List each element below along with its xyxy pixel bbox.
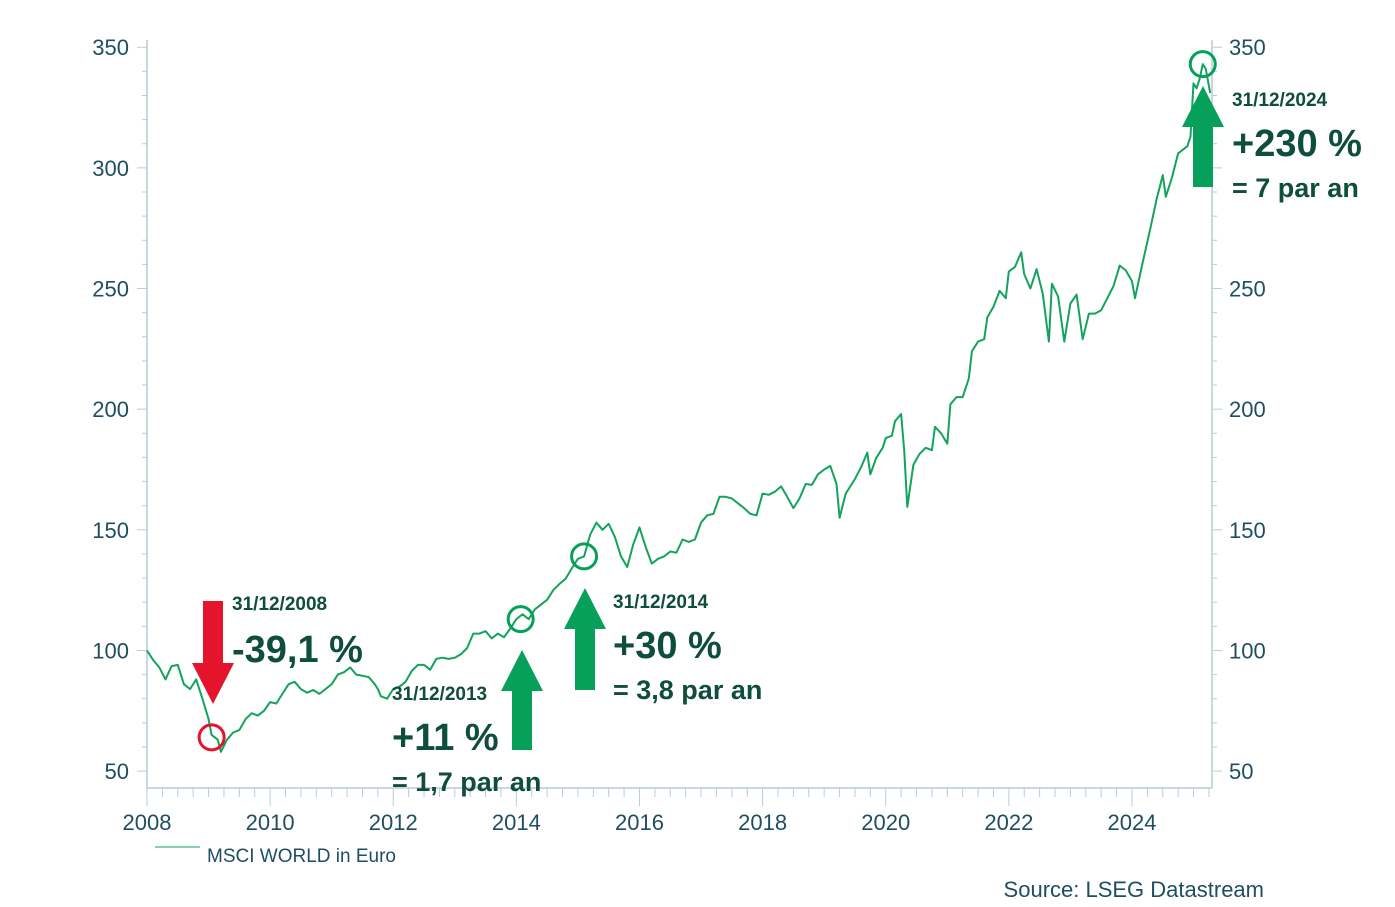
- source-note: Source: LSEG Datastream: [1004, 877, 1264, 902]
- y-tick-label-right: 350: [1229, 35, 1266, 60]
- y-tick-label-left: 300: [92, 156, 129, 181]
- annotation-change: +30 %: [613, 625, 722, 667]
- y-tick-label-left: 150: [92, 518, 129, 543]
- arrows: [192, 86, 1224, 750]
- annotation-change: +11 %: [392, 717, 499, 759]
- y-tick-label-right: 200: [1229, 397, 1266, 422]
- x-tick-label: 2012: [369, 810, 418, 835]
- y-tick-label-right: 50: [1229, 759, 1253, 784]
- y-tick-label-right: 250: [1229, 277, 1266, 302]
- x-tick-label: 2022: [984, 810, 1033, 835]
- annotation-date: 31/12/2013: [392, 684, 487, 705]
- legend-label: MSCI WORLD in Euro: [207, 846, 396, 867]
- annotation-date: 31/12/2008: [232, 594, 327, 615]
- series-line: [146, 63, 1212, 753]
- annotation-2008: 31/12/2008 -39,1 %: [232, 594, 363, 671]
- annotation-rate: = 1,7 par an: [392, 767, 541, 797]
- annotation-marker-circle: [570, 542, 599, 571]
- annotation-marker-circle: [1188, 50, 1217, 79]
- annotation-date: 31/12/2024: [1232, 90, 1328, 111]
- annotation-date: 31/12/2014: [613, 592, 709, 613]
- annotation-2024: 31/12/2024 +230 % = 7 par an: [1232, 90, 1362, 203]
- x-tick-label: 2018: [738, 810, 787, 835]
- x-tick-label: 2010: [246, 810, 295, 835]
- x-tick-label: 2024: [1107, 810, 1156, 835]
- y-tick-label-left: 100: [92, 638, 129, 663]
- y-tick-label-left: 50: [105, 759, 129, 784]
- arrow-up-icon: [1182, 86, 1224, 187]
- markers: [197, 50, 1217, 752]
- x-tick-label: 2016: [615, 810, 664, 835]
- y-tick-label-left: 200: [92, 397, 129, 422]
- y-tick-label-right: 100: [1229, 638, 1266, 663]
- annotation-change: -39,1 %: [232, 629, 363, 671]
- annotation-rate: = 7 par an: [1232, 173, 1359, 203]
- legend: MSCI WORLD in Euro: [155, 846, 396, 867]
- y-tick-label-left: 250: [92, 277, 129, 302]
- x-tick-label: 2020: [861, 810, 910, 835]
- annotation-2013: 31/12/2013 +11 % = 1,7 par an: [392, 684, 541, 797]
- arrow-up-icon: [564, 588, 606, 690]
- y-tick-label-left: 350: [92, 35, 129, 60]
- annotation-change: +230 %: [1232, 123, 1362, 165]
- annotation-marker-circle: [197, 723, 226, 752]
- series: [146, 63, 1212, 753]
- tick-labels: 50 50 100 100 150 150 200 200 250 250 300 350 350 200…: [92, 35, 1265, 835]
- arrow-down-icon: [192, 601, 234, 704]
- y-tick-label-right: 150: [1229, 518, 1266, 543]
- x-tick-label: 2008: [123, 810, 172, 835]
- arrow-up-icon: [501, 650, 543, 750]
- annotation-rate: = 3,8 par an: [613, 675, 762, 705]
- annotation-2014: 31/12/2014 +30 % = 3,8 par an: [613, 592, 762, 705]
- x-tick-label: 2014: [492, 810, 541, 835]
- annotation-marker-circle: [506, 605, 535, 634]
